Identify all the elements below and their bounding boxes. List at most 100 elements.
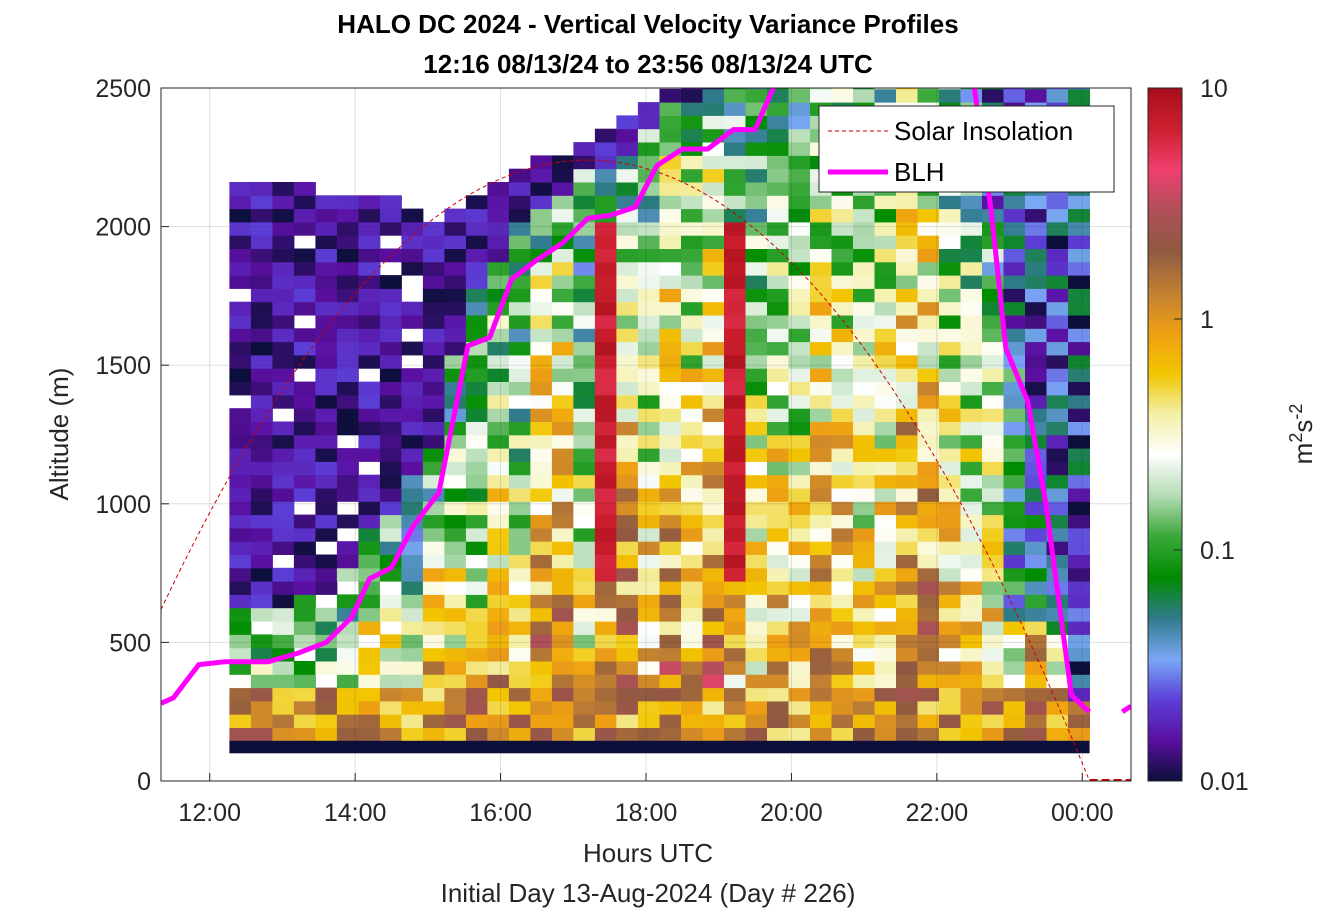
heatmap-cell [767,448,789,462]
heatmap-cell [1003,634,1026,649]
heatmap-cell [293,248,316,263]
heatmap-cell [1025,301,1047,316]
heatmap-cell [1003,195,1026,210]
heatmap-cell [659,128,682,143]
heatmap-cell [465,700,488,715]
heatmap-cell [530,714,553,728]
heatmap-cell [788,301,811,316]
heatmap-cell [702,182,725,196]
heatmap-cell [874,727,897,742]
heatmap-cell [831,714,854,728]
heatmap-cell [616,381,639,396]
heatmap-cell [810,221,832,236]
heatmap-cell [724,727,746,742]
heatmap-cell [788,674,811,689]
heatmap-cell [810,328,832,343]
heatmap-cell [853,88,875,103]
heatmap-cell [336,328,359,343]
heatmap-cell [250,501,273,516]
heatmap-cell [917,341,940,356]
heatmap-cell [229,354,252,369]
heatmap-cell [379,714,402,728]
heatmap-cell [401,461,424,476]
heatmap-cell [551,248,574,263]
heatmap-cell [422,461,445,476]
heatmap-cell [551,514,574,529]
heatmap-cell [724,288,746,303]
heatmap-cell [551,607,574,622]
heatmap-cell [1068,567,1090,582]
heatmap-cell [315,394,338,409]
heatmap-cell [594,341,617,356]
heatmap-cell [745,661,768,675]
heatmap-cell [831,461,854,476]
heatmap-cell [293,208,316,223]
y-tick-label: 2000 [95,214,151,242]
heatmap-cell [659,714,682,728]
heatmap-cell [616,474,639,489]
heatmap-cell [982,581,1004,595]
heatmap-cell [960,621,983,635]
heatmap-cell [250,195,273,210]
colorbar-tick-label: 0.01 [1200,768,1249,796]
heatmap-cell [616,354,639,369]
heatmap-cell [229,714,252,728]
heatmap-cell [336,275,359,289]
heatmap-cell [530,208,553,223]
heatmap-cell [358,235,381,249]
heatmap-cell [745,621,768,635]
heatmap-cell [917,275,940,289]
heatmap-cell [637,128,660,143]
heatmap-cell [939,195,961,210]
heatmap-cell [315,700,338,715]
heatmap-cell [960,488,983,502]
heatmap-cell [379,288,402,303]
heatmap-cell [616,607,639,622]
heatmap-cell [637,381,660,396]
heatmap-cell [616,261,639,276]
heatmap-cell [616,301,639,316]
heatmap-cell [939,288,961,303]
heatmap-cell [530,275,553,289]
heatmap-cell [939,514,961,529]
heatmap-cell [939,208,961,223]
heatmap-cell [379,474,402,489]
heatmap-cell [422,687,445,702]
heatmap-cell [272,661,295,675]
heatmap-cell [616,142,639,156]
heatmap-cell [637,527,660,542]
heatmap-cell [616,155,639,170]
heatmap-cell [637,567,660,582]
heatmap-cell [272,235,295,249]
colorbar-gradient [1148,88,1182,781]
heatmap-cell [616,527,639,542]
heatmap-cell [379,315,402,329]
heatmap-cell [616,115,639,130]
heatmap-cell [917,541,940,555]
heatmap-cell [939,235,961,249]
heatmap-cell [939,88,961,90]
heatmap-cell [272,567,295,582]
heatmap-cell [551,621,574,635]
heatmap-cell [810,474,832,489]
heatmap-cell [573,501,596,516]
heatmap-cell [250,448,273,462]
heatmap-cell [788,288,811,303]
heatmap-cell [874,448,897,462]
heatmap-cell [379,488,402,502]
heatmap-cell [724,674,746,689]
heatmap-cell [293,195,316,210]
heatmap-cell [422,394,445,409]
heatmap-cell [315,408,338,422]
heatmap-cell [960,408,983,422]
heatmap-cell [465,408,488,422]
heatmap-cell [767,288,789,303]
heatmap-cell [229,474,252,489]
heatmap-cell [594,581,617,595]
heatmap-cell [637,448,660,462]
heatmap-cell [702,102,725,116]
heatmap-cell [810,341,832,356]
heatmap-cell [315,567,338,582]
heatmap-cell [681,687,703,702]
heatmap-cell [939,594,961,609]
